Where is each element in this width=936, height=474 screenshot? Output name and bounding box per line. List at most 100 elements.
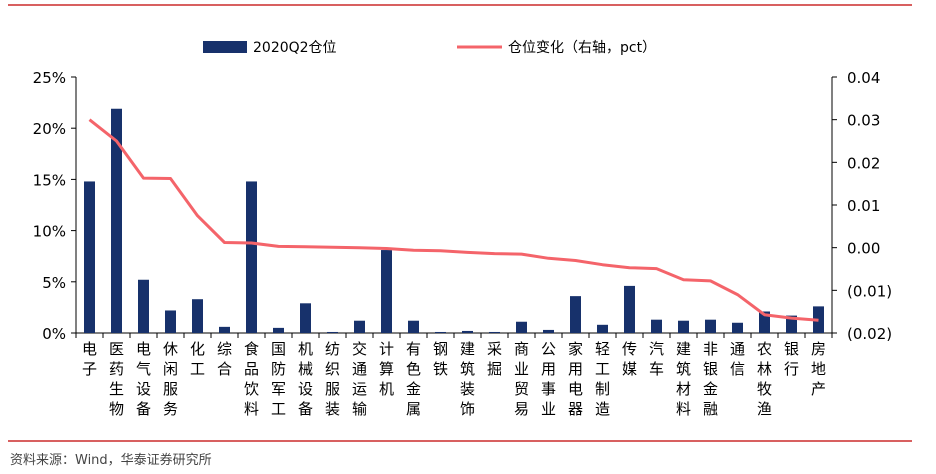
category-label-char: 用 <box>568 360 583 378</box>
bar <box>300 303 311 333</box>
bar <box>732 322 743 333</box>
category-label-char: 料 <box>676 400 691 418</box>
category-label-char: 造 <box>595 400 610 418</box>
category-label-char: 金 <box>703 380 718 398</box>
category-label: 轻工制造 <box>595 340 610 418</box>
category-label-char: 渔 <box>757 400 772 418</box>
category-label-char: 料 <box>244 400 259 418</box>
category-label: 非银金融 <box>703 340 718 418</box>
category-label: 传媒 <box>622 340 637 378</box>
category-label-char: 媒 <box>622 360 637 378</box>
category-label: 机械设备 <box>298 340 313 418</box>
right-tick-label: 0.03 <box>847 112 880 130</box>
bar <box>219 326 230 333</box>
bar <box>84 181 95 333</box>
category-label-char: 牧 <box>757 380 772 398</box>
category-label-char: 工 <box>595 360 610 378</box>
category-label-char: 融 <box>703 400 718 418</box>
category-label-char: 工 <box>190 360 205 378</box>
legend-line-label: 仓位变化（右轴，pct） <box>508 40 656 56</box>
category-label-char: 医 <box>109 340 124 358</box>
category-label: 银行 <box>784 340 799 378</box>
bar <box>570 296 581 333</box>
category-label: 农林牧渔 <box>757 340 772 418</box>
bar <box>381 250 392 333</box>
category-label-char: 掘 <box>487 360 502 378</box>
category-label-char: 电 <box>568 380 583 398</box>
category-label-char: 电 <box>82 340 97 358</box>
category-label: 有色金属 <box>406 340 421 418</box>
category-label-char: 计 <box>379 340 394 358</box>
legend: 2020Q2仓位 仓位变化（右轴，pct） <box>203 40 656 56</box>
bar <box>138 279 149 333</box>
category-label-char: 国 <box>271 340 286 358</box>
category-label-char: 工 <box>271 400 286 418</box>
left-tick-label: 5% <box>42 274 66 292</box>
category-label: 建筑装饰 <box>460 340 475 418</box>
category-label-char: 饮 <box>244 380 259 398</box>
category-label-char: 制 <box>595 380 610 398</box>
category-label-char: 电 <box>136 340 151 358</box>
category-label-char: 机 <box>298 340 313 358</box>
left-tick-label: 0% <box>42 325 66 343</box>
bar <box>786 315 797 333</box>
bar <box>651 319 662 333</box>
category-label-char: 算 <box>379 360 394 378</box>
line-series <box>88 118 819 322</box>
category-label-char: 食 <box>244 340 259 358</box>
left-tick-label: 10% <box>33 223 66 241</box>
category-label-char: 品 <box>244 360 259 378</box>
category-label: 医药生物 <box>109 340 124 418</box>
category-label-char: 采 <box>487 340 502 358</box>
category-label-char: 筑 <box>676 360 691 378</box>
category-label-char: 业 <box>541 400 556 418</box>
bar <box>597 324 608 333</box>
category-label: 电气设备 <box>136 340 151 418</box>
category-label-char: 银 <box>703 360 718 378</box>
bar <box>165 310 176 333</box>
category-label-char: 汽 <box>649 340 664 358</box>
category-label: 交通运输 <box>352 340 367 418</box>
category-label-char: 色 <box>406 360 421 378</box>
axes <box>71 76 837 338</box>
category-label-char: 易 <box>514 400 529 418</box>
category-label-char: 产 <box>811 380 826 398</box>
category-label: 国防军工 <box>271 340 286 418</box>
category-label-char: 气 <box>136 360 151 378</box>
bar <box>354 320 365 333</box>
category-label-char: 贸 <box>514 380 529 398</box>
category-label: 电子 <box>82 340 97 378</box>
right-tick-label: 0.00 <box>847 240 880 258</box>
category-label-char: 通 <box>730 340 745 358</box>
category-label-char: 家 <box>568 340 583 358</box>
category-label-char: 器 <box>568 400 583 418</box>
left-tick-label: 15% <box>33 171 66 189</box>
bar <box>246 181 257 333</box>
category-label-char: 传 <box>622 340 637 358</box>
category-label-char: 业 <box>514 360 529 378</box>
bar <box>705 319 716 333</box>
category-label-char: 化 <box>190 340 205 358</box>
category-label-char: 服 <box>325 380 340 398</box>
category-label-char: 备 <box>298 400 313 418</box>
category-label-char: 商 <box>514 340 529 358</box>
category-label-char: 银 <box>784 340 799 358</box>
category-label-char: 房 <box>811 340 826 358</box>
category-label-char: 综 <box>217 340 232 358</box>
bar <box>273 327 284 333</box>
bar <box>489 331 500 333</box>
category-label-char: 铁 <box>433 360 448 378</box>
category-label-char: 械 <box>298 360 313 378</box>
category-label-char: 服 <box>163 380 178 398</box>
category-label-char: 输 <box>352 400 367 418</box>
category-label: 纺织服装 <box>325 340 340 418</box>
legend-bar-label: 2020Q2仓位 <box>253 40 337 56</box>
category-label-char: 事 <box>541 380 556 398</box>
category-labels: 电子医药生物电气设备休闲服务化工综合食品饮料国防军工机械设备纺织服装交通运输计算… <box>82 340 826 418</box>
category-label-char: 备 <box>136 400 151 418</box>
right-tick-label: 0.01 <box>847 197 880 215</box>
category-label-char: 车 <box>649 360 664 378</box>
right-tick-label: 0.04 <box>847 69 880 87</box>
bar <box>111 108 122 333</box>
